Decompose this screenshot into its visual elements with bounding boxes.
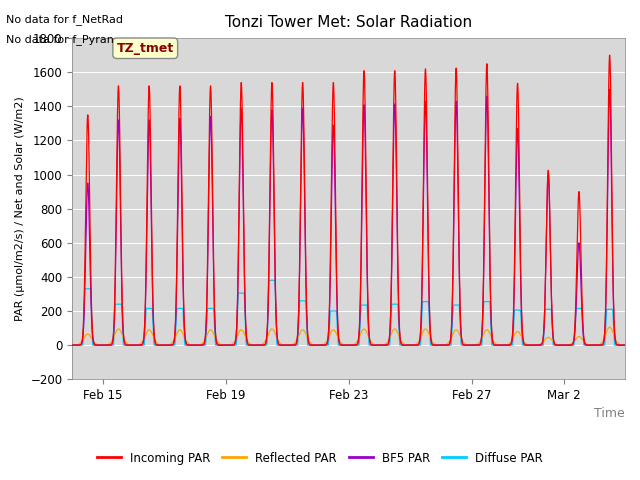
Y-axis label: PAR (μmol/m2/s) / Net and Solar (W/m2): PAR (μmol/m2/s) / Net and Solar (W/m2): [15, 96, 25, 321]
Text: Time: Time: [595, 407, 625, 420]
Title: Tonzi Tower Met: Solar Radiation: Tonzi Tower Met: Solar Radiation: [225, 15, 472, 30]
Text: TZ_tmet: TZ_tmet: [116, 42, 174, 55]
Legend: Incoming PAR, Reflected PAR, BF5 PAR, Diffuse PAR: Incoming PAR, Reflected PAR, BF5 PAR, Di…: [92, 447, 548, 469]
Text: No data for f_NetRad: No data for f_NetRad: [6, 14, 124, 25]
Text: No data for f_Pyran: No data for f_Pyran: [6, 34, 115, 45]
